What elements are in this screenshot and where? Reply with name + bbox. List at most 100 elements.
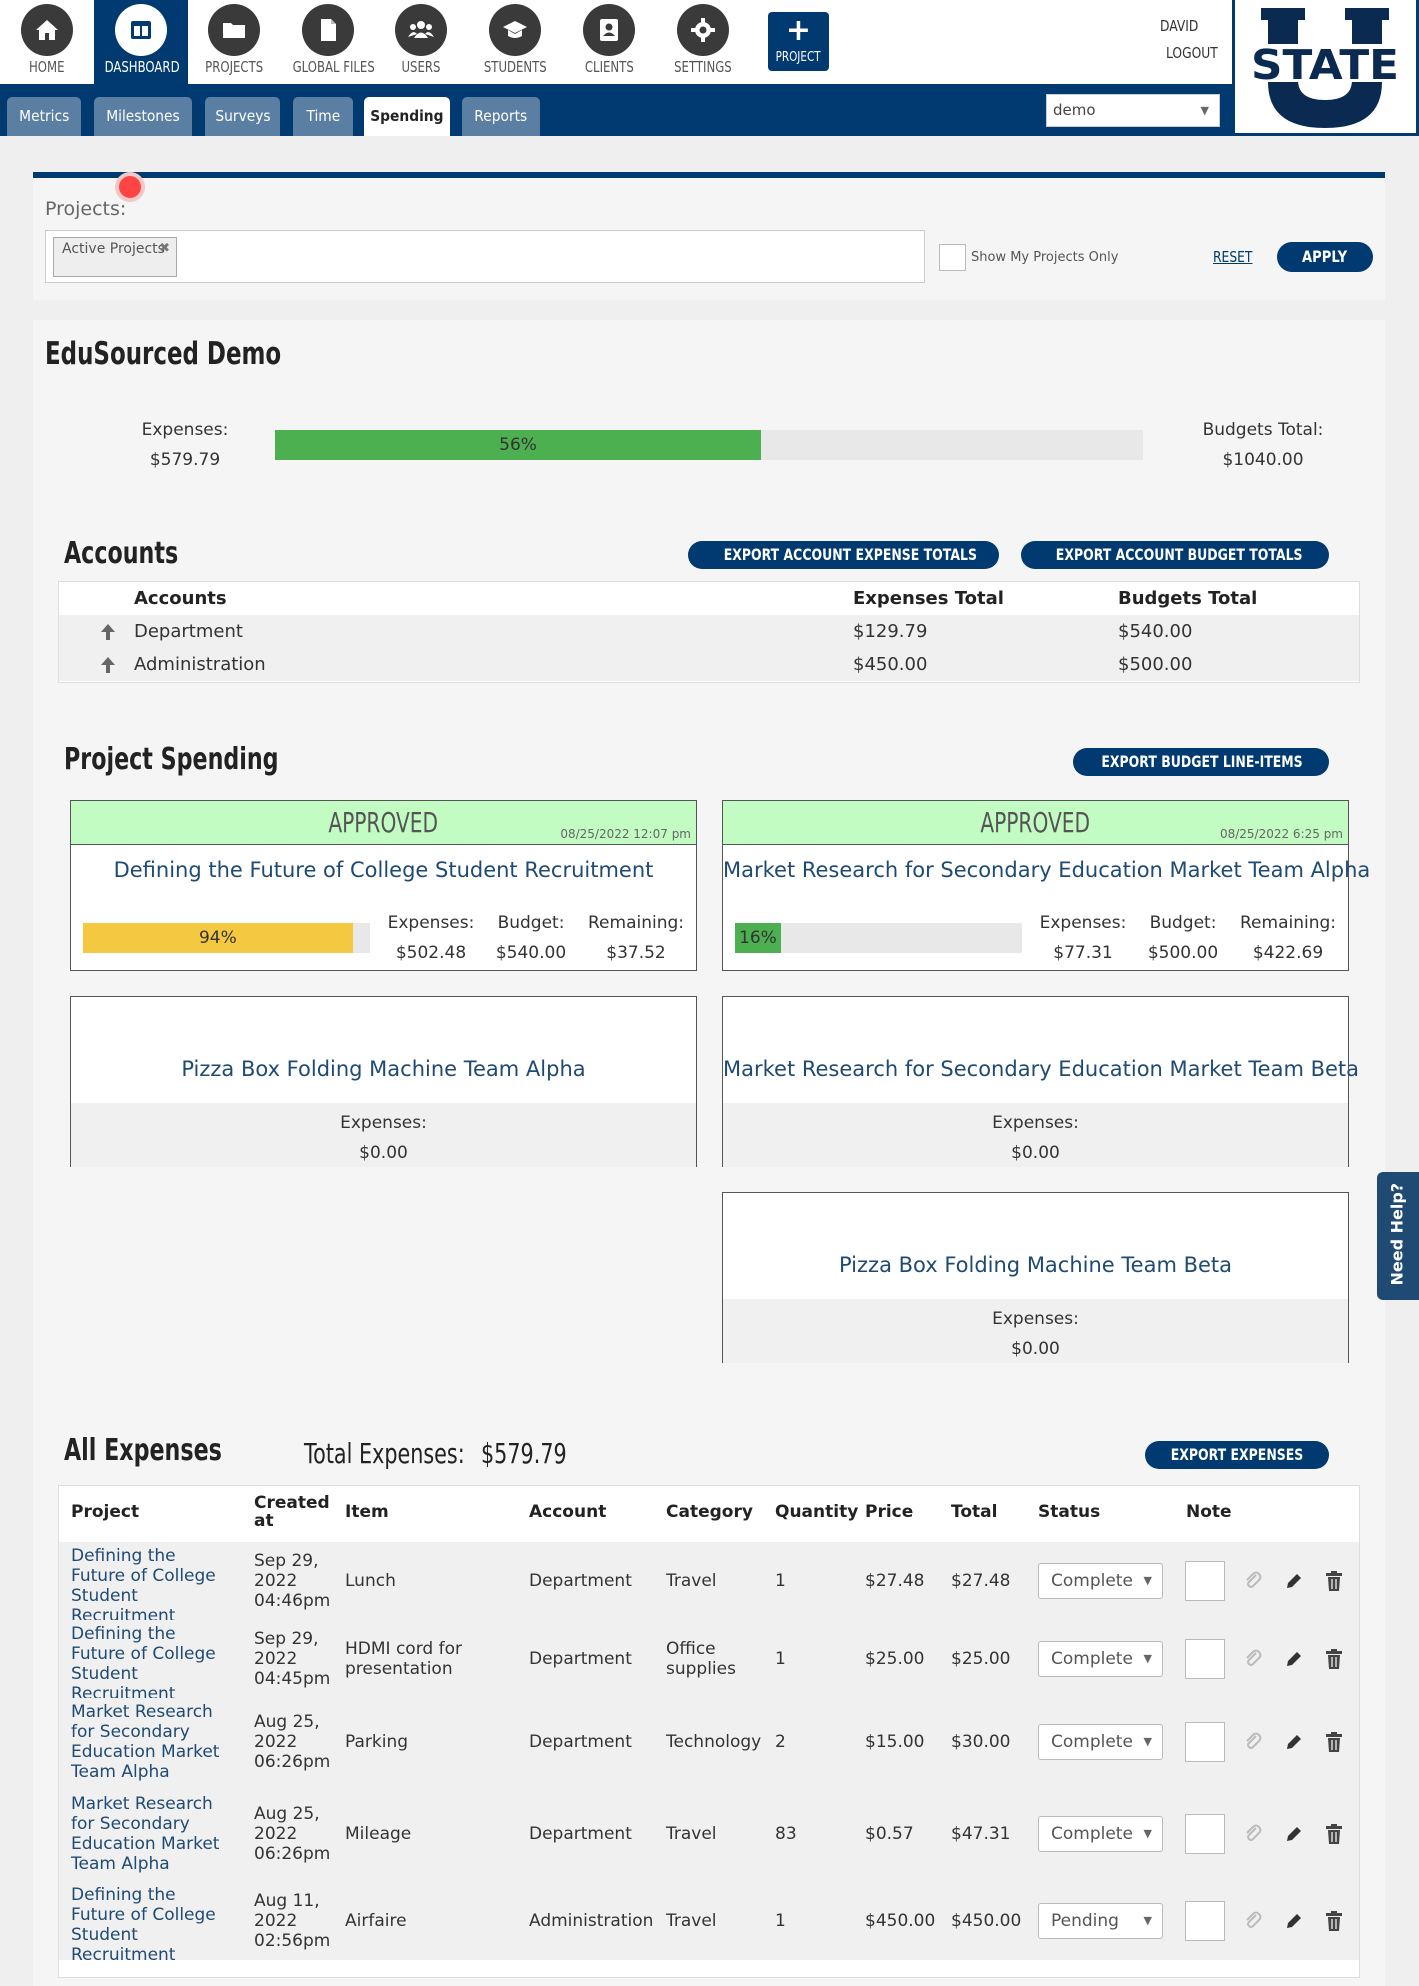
expense-status-select[interactable]: Complete ▼ — [1038, 1724, 1163, 1760]
arrow-up-icon[interactable] — [101, 624, 115, 640]
expense-account: Department — [529, 1571, 632, 1591]
project-title-link[interactable]: Pizza Box Folding Machine Team Beta — [838, 1253, 1233, 1277]
paperclip-icon[interactable] — [1243, 1731, 1263, 1753]
add-project-button[interactable]: + PROJECT — [768, 12, 829, 71]
nav-projects[interactable]: PROJECTS — [187, 0, 281, 84]
trash-icon[interactable] — [1324, 1570, 1344, 1592]
project-filter-panel: Projects: Active Projects ✖ Show My Proj… — [33, 172, 1385, 300]
project-title-link[interactable]: Pizza Box Folding Machine Team Alpha — [181, 1057, 586, 1081]
expenses-label: Expenses: — [992, 1309, 1079, 1329]
summary-budgets-value: $1040.00 — [1222, 450, 1304, 470]
expense-note-field[interactable] — [1185, 1561, 1225, 1601]
nav-label: DASHBOARD — [104, 58, 180, 76]
user-name[interactable]: DAVID — [1160, 17, 1199, 35]
nav-global-files[interactable]: GLOBAL FILES — [281, 0, 375, 84]
project-title-link[interactable]: Market Research for Secondary Education … — [723, 858, 1371, 882]
expense-status-select[interactable]: Pending ▼ — [1038, 1902, 1163, 1939]
nav-dashboard[interactable]: DASHBOARD — [94, 0, 188, 84]
trash-icon[interactable] — [1324, 1731, 1344, 1753]
pencil-icon[interactable] — [1283, 1823, 1303, 1845]
nav-home[interactable]: HOME — [0, 0, 94, 84]
accounts-table: Accounts Expenses Total Budgets Total De… — [58, 581, 1360, 683]
pencil-icon[interactable] — [1283, 1570, 1303, 1592]
expense-project-link[interactable]: Market Research for Secondary Education … — [71, 1702, 220, 1782]
expense-status-select[interactable]: Complete ▼ — [1038, 1815, 1163, 1852]
tab-milestones[interactable]: Milestones — [94, 97, 192, 136]
pencil-icon[interactable] — [1283, 1648, 1303, 1670]
logout-link[interactable]: LOGOUT — [1166, 44, 1218, 62]
paperclip-icon[interactable] — [1243, 1648, 1263, 1670]
tab-time[interactable]: Time — [293, 97, 353, 136]
project-card[interactable]: Pizza Box Folding Machine Team Beta Expe… — [722, 1192, 1349, 1363]
active-projects-chip[interactable]: Active Projects ✖ — [53, 237, 177, 277]
total-expenses-label: Total Expenses: — [304, 1437, 465, 1470]
tab-surveys[interactable]: Surveys — [205, 97, 280, 136]
expense-project-link[interactable]: Defining the Future of College Student R… — [71, 1546, 216, 1626]
status-label: APPROVED — [328, 806, 439, 839]
tab-spending[interactable]: Spending — [364, 97, 450, 136]
expense-note-field[interactable] — [1185, 1639, 1225, 1679]
gear-icon — [677, 4, 729, 56]
overall-progress-fill: 56% — [275, 430, 762, 460]
expense-quantity: 83 — [775, 1823, 797, 1844]
nav-students[interactable]: STUDENTS — [468, 0, 562, 84]
export-account-budget-totals-button[interactable]: EXPORT ACCOUNT BUDGET TOTALS — [1021, 541, 1329, 569]
projects-filter-input[interactable]: Active Projects ✖ — [45, 230, 925, 283]
chevron-down-icon: ▼ — [1143, 1826, 1152, 1840]
trash-icon[interactable] — [1324, 1823, 1344, 1845]
expense-note-field[interactable] — [1185, 1813, 1225, 1854]
paperclip-icon[interactable] — [1243, 1823, 1263, 1845]
column-header: Quantity — [775, 1502, 859, 1522]
export-expenses-button[interactable]: EXPORT EXPENSES — [1145, 1441, 1329, 1469]
nav-users[interactable]: USERS — [374, 0, 468, 84]
export-account-expense-totals-button[interactable]: EXPORT ACCOUNT EXPENSE TOTALS — [688, 541, 999, 569]
column-header: Status — [1038, 1502, 1101, 1522]
expense-item: HDMI cord for presentation — [345, 1639, 462, 1679]
paperclip-icon[interactable] — [1243, 1570, 1263, 1592]
table-row: Administration $450.00 $500.00 — [59, 648, 1359, 681]
reset-link[interactable]: RESET — [1213, 248, 1253, 266]
expense-status-value: Pending — [1051, 1910, 1119, 1931]
expense-status-value: Complete — [1051, 1649, 1133, 1669]
expense-note-field[interactable] — [1185, 1900, 1225, 1941]
pencil-icon[interactable] — [1283, 1731, 1303, 1753]
need-help-button[interactable]: Need Help? — [1377, 1172, 1419, 1300]
nav-settings[interactable]: SETTINGS — [656, 0, 750, 84]
expense-project-link[interactable]: Defining the Future of College Student R… — [71, 1624, 216, 1704]
add-project-label: PROJECT — [776, 50, 821, 65]
expenses-value: $502.48 — [395, 943, 467, 963]
trash-icon[interactable] — [1324, 1910, 1344, 1932]
expense-created-at: Aug 11, 2022 02:56pm — [254, 1890, 331, 1951]
apply-button[interactable]: APPLY — [1277, 242, 1373, 272]
project-title-link[interactable]: Defining the Future of College Student R… — [113, 858, 654, 882]
paperclip-icon[interactable] — [1243, 1910, 1263, 1932]
account-budgets: $540.00 — [1118, 621, 1193, 642]
export-budget-line-items-button[interactable]: EXPORT BUDGET LINE-ITEMS — [1073, 748, 1329, 776]
project-card[interactable]: Market Research for Secondary Education … — [722, 996, 1359, 1167]
project-card[interactable]: APPROVED 08/25/2022 12:07 pm Defining th… — [70, 800, 697, 971]
expense-project-link[interactable]: Market Research for Secondary Education … — [71, 1793, 220, 1874]
column-header: Expenses Total — [853, 588, 1004, 609]
project-card[interactable]: Pizza Box Folding Machine Team Alpha Exp… — [70, 996, 697, 1167]
remove-chip-icon[interactable]: ✖ — [159, 241, 170, 256]
pencil-icon[interactable] — [1283, 1910, 1303, 1932]
expense-status-select[interactable]: Complete ▼ — [1038, 1563, 1163, 1599]
nav-clients[interactable]: CLIENTS — [562, 0, 656, 84]
arrow-up-icon[interactable] — [101, 657, 115, 673]
remaining-value: $422.69 — [1252, 943, 1324, 963]
tab-metrics[interactable]: Metrics — [7, 97, 81, 136]
expense-note-field[interactable] — [1185, 1722, 1225, 1762]
project-title-link[interactable]: Market Research for Secondary Education … — [723, 1057, 1359, 1081]
organization-select[interactable]: demo ▼ — [1046, 94, 1220, 127]
status-date: 08/25/2022 12:07 pm — [560, 827, 691, 841]
expense-status-select[interactable]: Complete ▼ — [1038, 1641, 1163, 1677]
trash-icon[interactable] — [1324, 1648, 1344, 1670]
tab-reports[interactable]: Reports — [462, 97, 540, 136]
card-footer: Expenses: $0.00 — [723, 1103, 1348, 1167]
show-my-projects-checkbox[interactable] — [939, 244, 966, 271]
expense-status-value: Complete — [1051, 1823, 1133, 1844]
column-header: Created at — [254, 1493, 330, 1531]
expense-item: Lunch — [345, 1571, 396, 1591]
project-card[interactable]: APPROVED 08/25/2022 6:25 pm Market Resea… — [722, 800, 1371, 971]
expense-project-link[interactable]: Defining the Future of College Student R… — [71, 1885, 216, 1965]
